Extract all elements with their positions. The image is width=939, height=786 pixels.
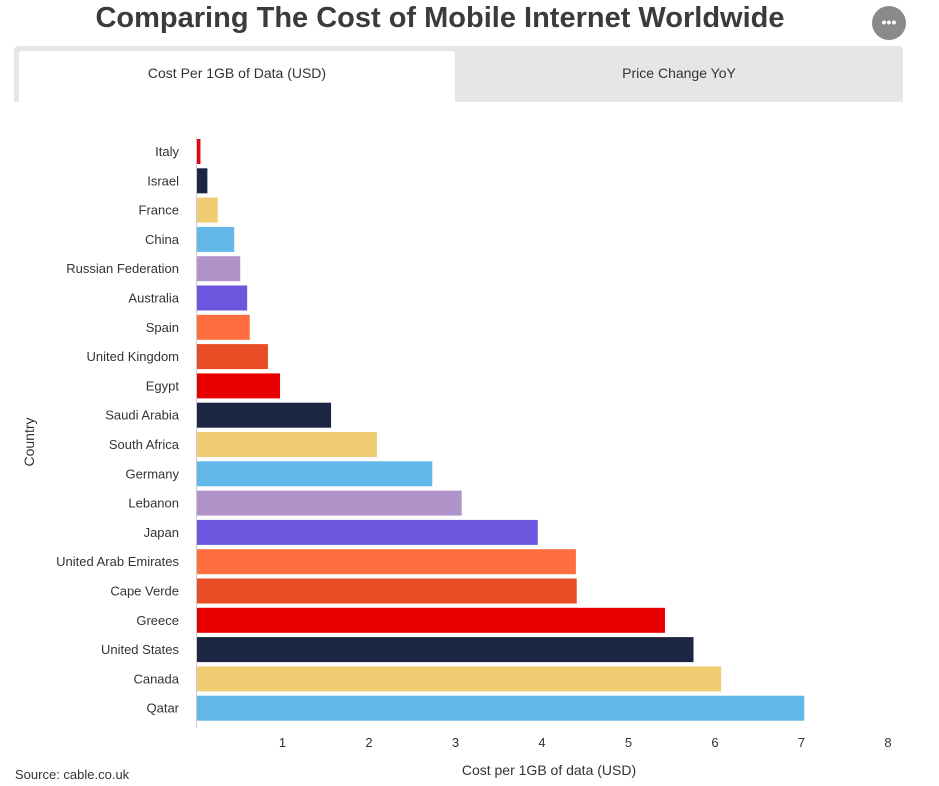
y-tick-label: Cape Verde <box>110 584 179 599</box>
y-tick-label: Egypt <box>146 378 180 393</box>
bar-russian-federation <box>197 256 241 282</box>
bar-united-states <box>197 637 694 663</box>
y-tick-label: Qatar <box>146 701 179 716</box>
y-axis-label: Country <box>21 417 37 466</box>
bar-germany <box>197 461 433 487</box>
y-tick-label: Australia <box>128 291 179 306</box>
bar-france <box>197 197 218 223</box>
y-tick-label: Spain <box>146 320 179 335</box>
y-tick-label: Saudi Arabia <box>105 408 179 423</box>
bar-australia <box>197 285 248 311</box>
y-tick-label: Germany <box>126 466 180 481</box>
y-tick-label: Greece <box>136 613 179 628</box>
y-tick-label: Lebanon <box>128 496 179 511</box>
bar-south-africa <box>197 432 377 457</box>
tab-bar: Cost Per 1GB of Data (USD) Price Change … <box>14 46 903 102</box>
bar-italy <box>197 139 201 164</box>
bar-chart: Italy Israel France China Russian Federation… <box>21 137 892 778</box>
y-tick-label: Italy <box>155 144 179 159</box>
x-tick-label: 1 <box>279 735 286 750</box>
x-tick-label: 2 <box>365 735 372 750</box>
bar-saudi-arabia <box>197 402 332 428</box>
y-tick-label: Russian Federation <box>66 261 179 276</box>
y-tick-label: France <box>139 203 179 218</box>
x-tick-label: 8 <box>884 735 891 750</box>
y-tick-label: United Arab Emirates <box>56 554 179 569</box>
y-tick-label: Japan <box>144 525 179 540</box>
x-tick-label: 6 <box>711 735 718 750</box>
y-tick-label: China <box>145 232 180 247</box>
x-tick-label: 5 <box>625 735 632 750</box>
source-note: Source: cable.co.uk <box>15 767 130 782</box>
bar-united-kingdom <box>197 344 268 370</box>
x-axis-label: Cost per 1GB of data (USD) <box>462 762 636 778</box>
tab-price-change-yoy[interactable]: Price Change YoY <box>622 65 736 81</box>
x-tick-label: 4 <box>538 735 545 750</box>
y-tick-label: Israel <box>147 173 179 188</box>
bar-cape-verde <box>197 578 577 604</box>
y-tick-label: United Kingdom <box>87 349 180 364</box>
x-tick-label: 7 <box>798 735 805 750</box>
page-title: Comparing The Cost of Mobile Internet Wo… <box>95 2 785 34</box>
bar-greece <box>197 607 665 633</box>
y-tick-label: South Africa <box>109 437 180 452</box>
x-tick-label: 3 <box>452 735 459 750</box>
bar-canada <box>197 666 722 692</box>
bar-egypt <box>197 373 281 399</box>
bar-qatar <box>197 695 805 721</box>
tab-cost-per-1gb[interactable]: Cost Per 1GB of Data (USD) <box>19 51 455 102</box>
bar-spain <box>197 314 250 340</box>
y-tick-label: United States <box>101 642 180 657</box>
bar-japan <box>197 519 538 545</box>
bar-israel <box>197 168 208 194</box>
bar-lebanon <box>197 490 462 516</box>
bar-united-arab-emirates <box>197 549 576 575</box>
y-tick-label: Canada <box>133 671 179 686</box>
bar-china <box>197 226 235 252</box>
ellipsis-icon[interactable]: ••• <box>872 6 906 40</box>
